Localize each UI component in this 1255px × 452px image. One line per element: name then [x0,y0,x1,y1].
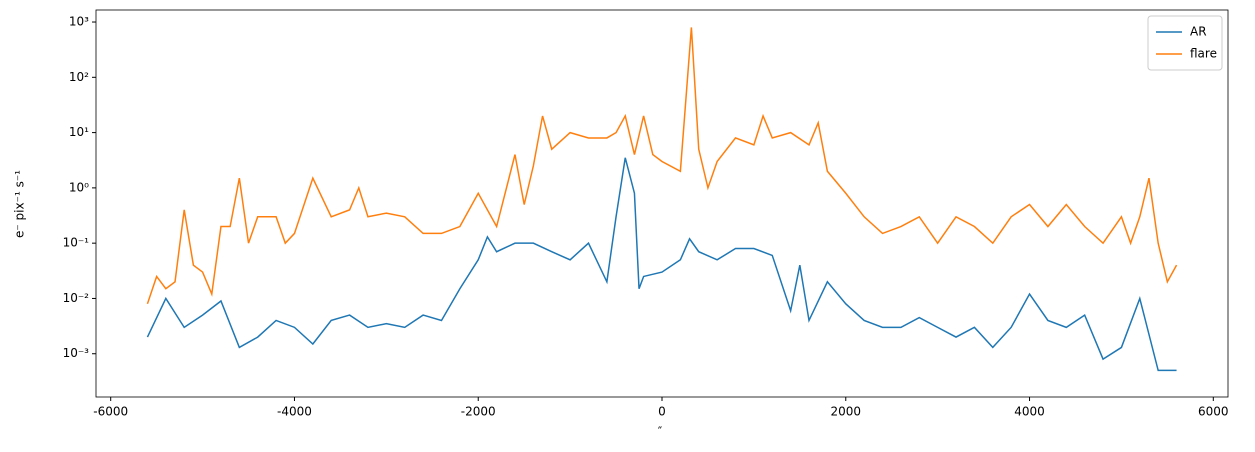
x-tick-label: -2000 [461,405,496,419]
y-tick-label: 10² [69,70,89,84]
y-tick-label: 10⁰ [69,180,89,194]
x-tick-label: 4000 [1014,405,1045,419]
x-tick-label: -4000 [277,405,312,419]
y-tick-label: 10³ [69,15,89,29]
y-tick-label: 10⁻³ [63,346,90,360]
x-tick-label: -6000 [93,405,128,419]
y-tick-label: 10⁻² [63,291,90,305]
y-axis-label: e⁻ pix⁻¹ s⁻¹ [13,170,27,238]
legend-label: flare [1190,47,1217,61]
plot-frame [95,9,1229,398]
x-tick-label: 6000 [1198,405,1229,419]
y-tick-label: 10⁻¹ [63,236,90,250]
y-tick-label: 10¹ [69,125,89,139]
x-axis-label: ″ [658,425,663,439]
x-tick-label: 0 [658,405,666,419]
legend-label: AR [1190,25,1207,39]
line [146,157,1177,372]
line [146,27,1178,305]
legend-box [1147,15,1223,71]
x-tick-label: 2000 [830,405,861,419]
